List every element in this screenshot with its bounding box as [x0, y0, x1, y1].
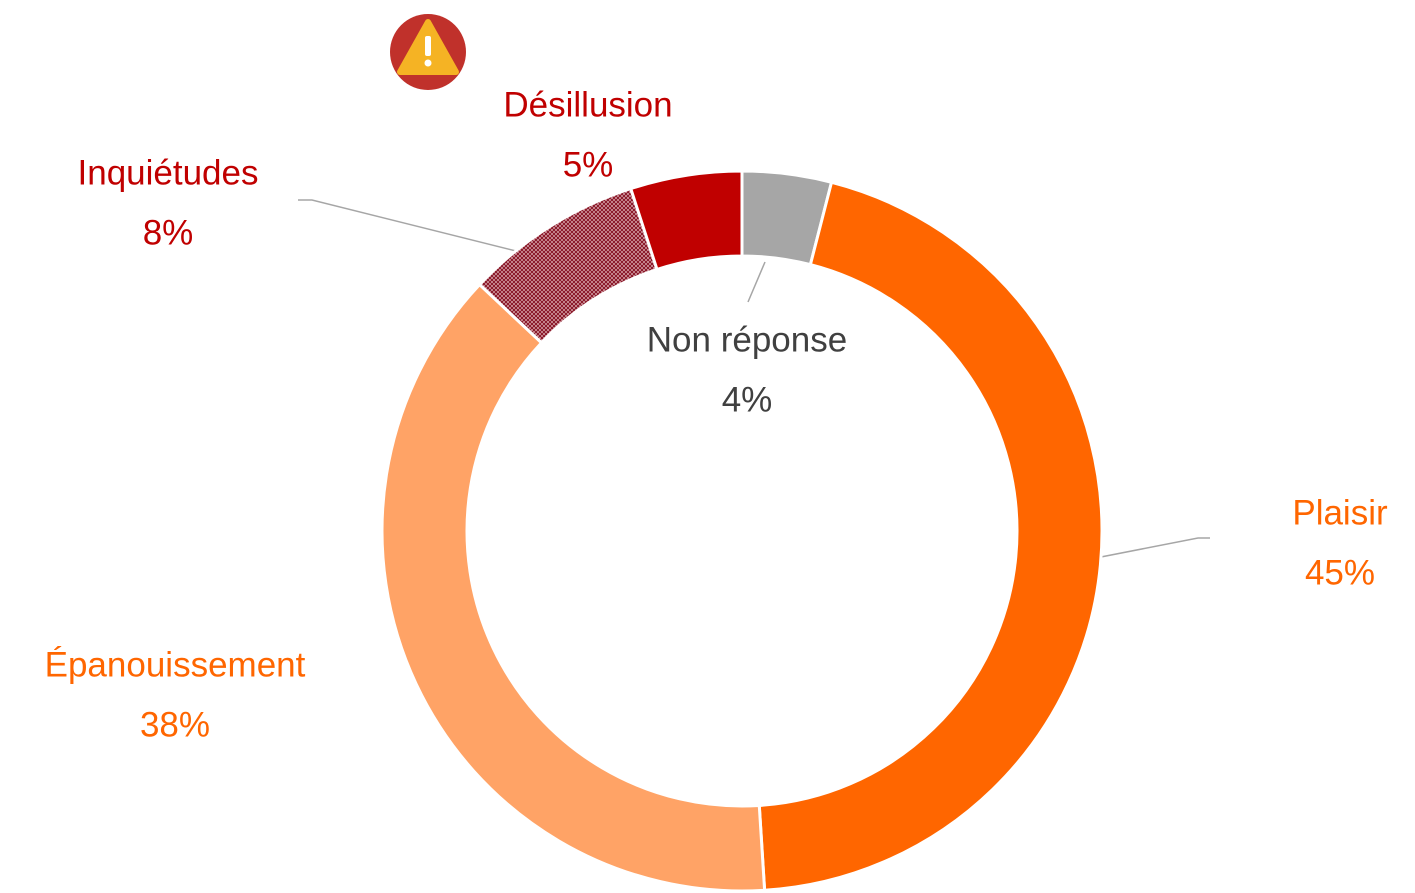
segment-value-label: 5%: [563, 145, 614, 184]
segment-label: Non réponse: [647, 320, 847, 359]
leader-lines: [298, 199, 1210, 566]
segment-value-label: 38%: [140, 705, 210, 744]
segment-label: Plaisir: [1292, 493, 1388, 532]
segment-label: Désillusion: [503, 85, 672, 124]
donut-segment: [757, 180, 1104, 892]
segment-label: Épanouissement: [45, 645, 306, 684]
segment-value-label: 4%: [722, 380, 773, 419]
warning-icon: [390, 14, 466, 90]
segment-value-label: 8%: [143, 213, 194, 252]
segment-value-label: 45%: [1305, 553, 1375, 592]
donut-segment: [628, 169, 744, 272]
segment-label: Inquiétudes: [78, 153, 259, 192]
donut-segment: [380, 282, 767, 893]
